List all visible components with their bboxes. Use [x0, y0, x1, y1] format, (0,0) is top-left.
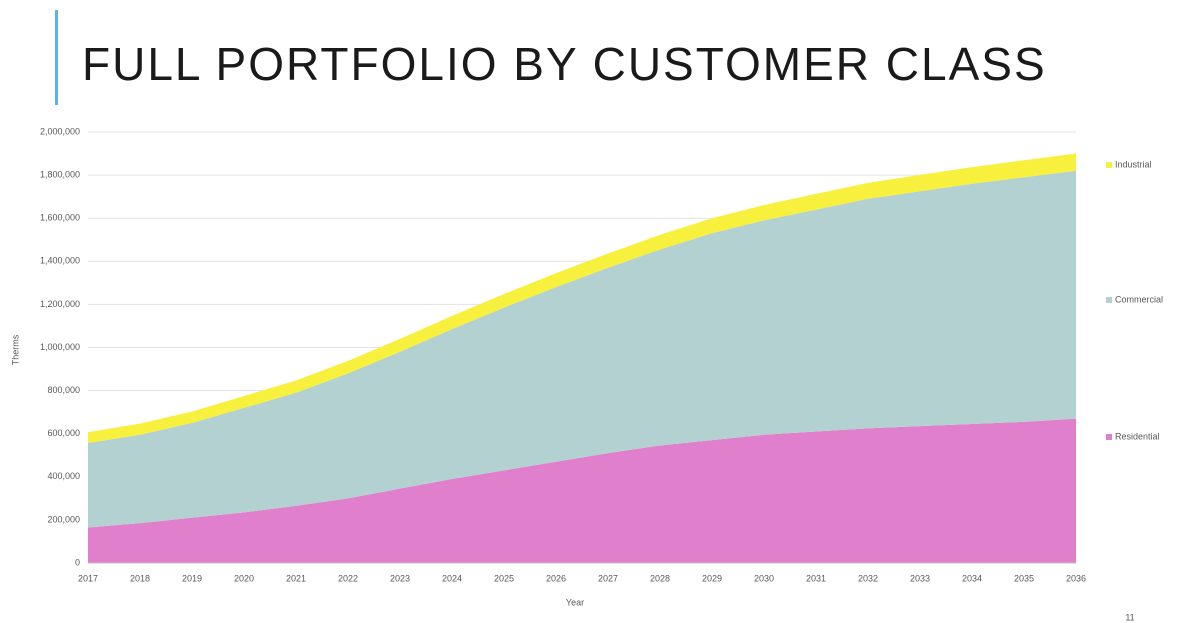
x-tick-label: 2020	[234, 573, 254, 583]
x-tick-label: 2021	[286, 573, 306, 583]
legend-label: Industrial	[1115, 159, 1152, 169]
x-tick-label: 2036	[1066, 573, 1086, 583]
y-tick-label: 0	[75, 557, 80, 567]
area	[88, 153, 1076, 443]
x-tick-label: 2017	[78, 573, 98, 583]
x-tick-label: 2031	[806, 573, 826, 583]
y-axis-label: Therms	[10, 334, 20, 365]
slide-title: FULL PORTFOLIO BY CUSTOMER CLASS	[82, 38, 1047, 90]
y-tick-label: 1,000,000	[40, 342, 80, 352]
legend-swatch	[1106, 434, 1112, 440]
area	[88, 418, 1076, 563]
y-tick-label: 1,200,000	[40, 299, 80, 309]
y-tick-label: 800,000	[47, 385, 80, 395]
x-tick-label: 2024	[442, 573, 462, 583]
y-tick-label: 400,000	[47, 471, 80, 481]
x-tick-label: 2022	[338, 573, 358, 583]
x-tick-label: 2030	[754, 573, 774, 583]
accent-bar	[55, 10, 58, 105]
x-tick-label: 2026	[546, 573, 566, 583]
x-tick-label: 2018	[130, 573, 150, 583]
area	[88, 170, 1076, 528]
y-tick-label: 200,000	[47, 514, 80, 524]
x-tick-label: 2029	[702, 573, 722, 583]
x-tick-label: 2032	[858, 573, 878, 583]
x-tick-label: 2033	[910, 573, 930, 583]
x-tick-label: 2023	[390, 573, 410, 583]
x-tick-label: 2035	[1014, 573, 1034, 583]
page-number: 11	[1125, 612, 1134, 622]
y-tick-label: 1,600,000	[40, 213, 80, 223]
y-tick-label: 600,000	[47, 428, 80, 438]
legend-label: Residential	[1115, 431, 1160, 441]
y-tick-label: 2,000,000	[40, 126, 80, 136]
x-tick-label: 2025	[494, 573, 514, 583]
legend-swatch	[1106, 162, 1112, 168]
y-tick-label: 1,800,000	[40, 169, 80, 179]
legend-swatch	[1106, 297, 1112, 303]
x-axis-label: Year	[566, 597, 584, 607]
x-tick-label: 2034	[962, 573, 982, 583]
x-tick-label: 2027	[598, 573, 618, 583]
legend-label: Commercial	[1115, 294, 1163, 304]
y-tick-label: 1,400,000	[40, 256, 80, 266]
x-tick-label: 2019	[182, 573, 202, 583]
x-tick-label: 2028	[650, 573, 670, 583]
